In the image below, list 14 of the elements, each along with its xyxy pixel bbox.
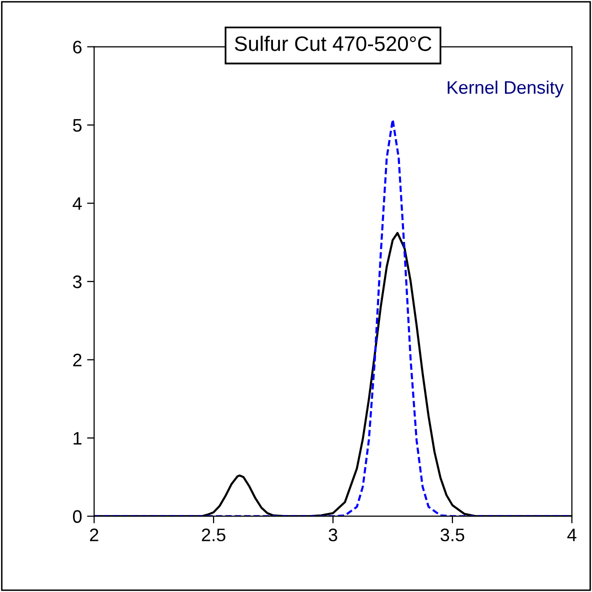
- x-tick-label: 3: [328, 528, 338, 542]
- y-tick-label: 4: [72, 197, 82, 210]
- y-tick-label: 2: [73, 354, 82, 366]
- y-tick-label: 3: [72, 275, 82, 288]
- x-tick-label: 4: [567, 528, 576, 542]
- y-tick-label: 5: [73, 119, 82, 132]
- y-tick-label: 0: [72, 510, 82, 523]
- x-tick-label: 2.5: [202, 528, 226, 542]
- y-tick-label: 6: [73, 40, 82, 54]
- annotation: Kernel Density: [448, 80, 564, 98]
- chart-title: Sulfur Cut 470-520°C: [234, 36, 432, 52]
- y-tick-label: 1: [74, 432, 82, 445]
- x-tick-label: 3.5: [440, 528, 464, 542]
- x-tick-label: 2: [90, 528, 98, 542]
